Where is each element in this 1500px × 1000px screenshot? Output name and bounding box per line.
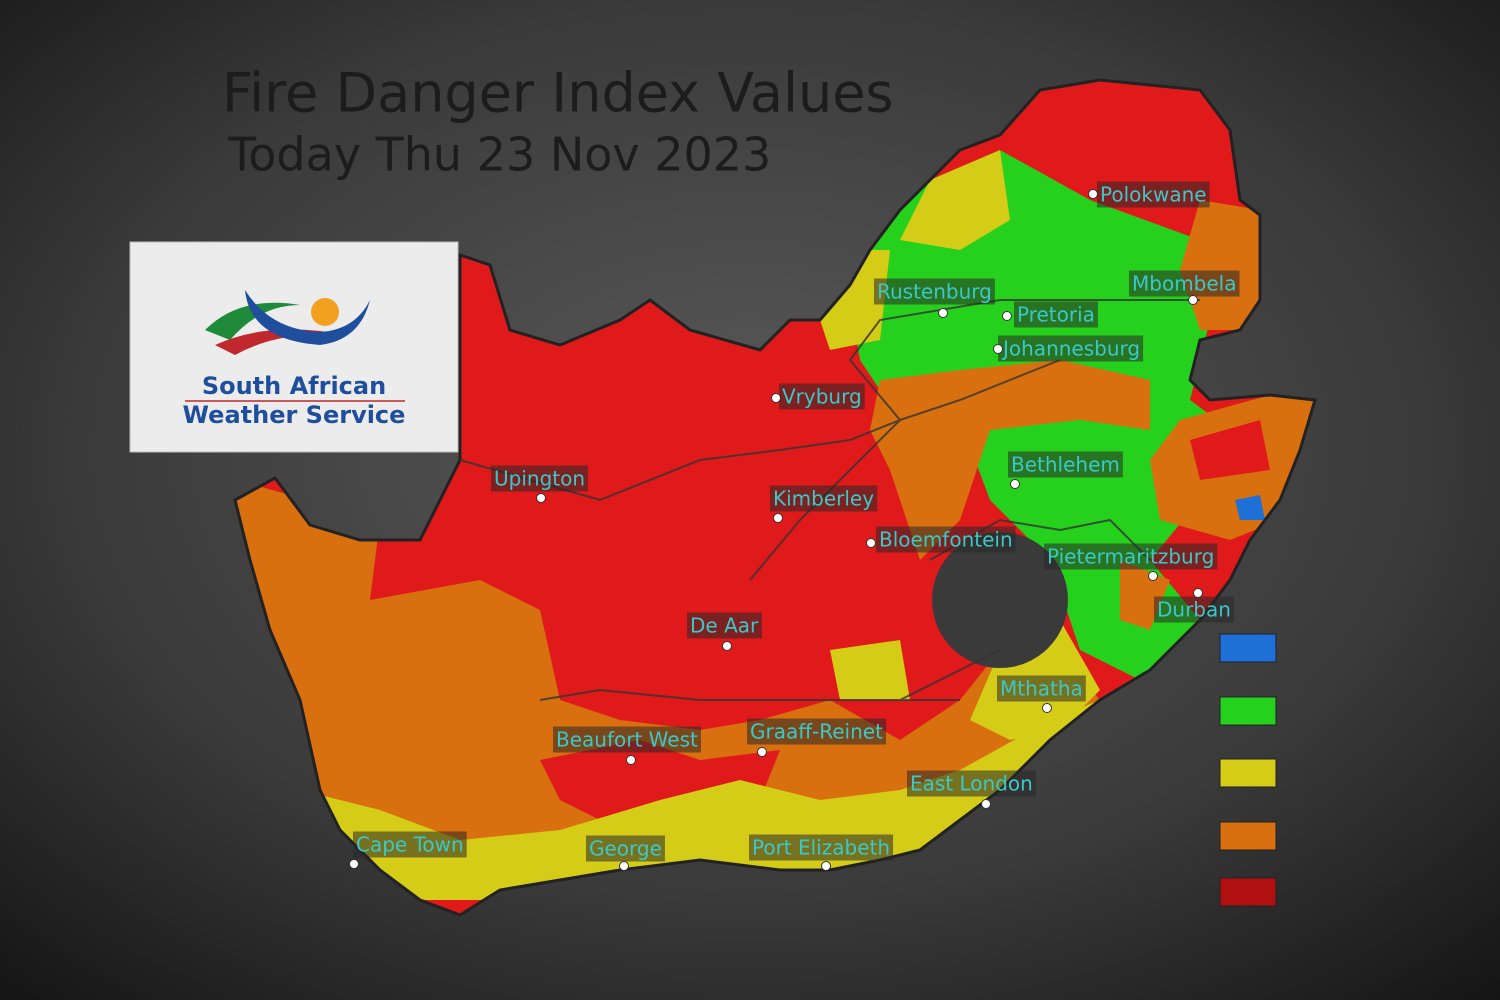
city-label-bg: [1008, 451, 1123, 478]
logo-sun: [311, 298, 339, 326]
city-dot: [771, 393, 781, 403]
logo-box: [129, 241, 459, 453]
city-dot: [938, 308, 948, 318]
city-label-bg: [553, 726, 701, 753]
legend-swatch: [1219, 758, 1277, 788]
city-dot: [993, 344, 1003, 354]
city-dot: [866, 538, 876, 548]
city-label-bg: [687, 612, 762, 639]
city-label: Port Elizabeth: [752, 836, 890, 860]
city-label-bg: [1097, 181, 1210, 208]
city-label: Bloemfontein: [879, 528, 1013, 552]
city-label: Mthatha: [1000, 677, 1083, 701]
city-label: Bethlehem: [1011, 453, 1120, 477]
city-label: Mbombela: [1132, 272, 1236, 296]
city-label: Pietermaritzburg: [1047, 545, 1214, 569]
city-dot: [722, 641, 732, 651]
city-label-bg: [1129, 270, 1240, 297]
city-label-bg: [586, 835, 665, 862]
city-dot: [1193, 588, 1203, 598]
city-dot: [1010, 479, 1020, 489]
city-dot: [1002, 311, 1012, 321]
city-dot: [981, 799, 991, 809]
city-label: East London: [910, 772, 1033, 796]
city-dot: [626, 755, 636, 765]
logo-swoosh: [215, 329, 345, 355]
city-label-bg: [1044, 543, 1218, 570]
city-label: George: [589, 837, 662, 861]
city-label-bg: [770, 485, 878, 512]
title: Fire Danger Index Values: [222, 62, 894, 125]
legend-swatch: [1219, 633, 1277, 663]
logo-swoosh: [205, 302, 300, 340]
city-dot: [1188, 295, 1198, 305]
city-label: Pretoria: [1017, 303, 1095, 327]
city-label: Kimberley: [773, 487, 874, 511]
city-label: Durban: [1157, 598, 1231, 622]
city-dot: [536, 493, 546, 503]
city-label: Graaff-Reinet: [750, 720, 883, 744]
city-dot: [757, 747, 767, 757]
legend-swatch: [1219, 821, 1277, 851]
legend-swatch: [1219, 696, 1277, 726]
city-dot: [1088, 189, 1098, 199]
city-label-bg: [874, 278, 995, 305]
city-label: Polokwane: [1100, 183, 1207, 207]
city-label-bg: [998, 335, 1144, 362]
city-label-bg: [907, 770, 1036, 797]
city-label-bg: [876, 526, 1016, 553]
city-label-bg: [1014, 301, 1098, 328]
city-label-bg: [491, 465, 589, 492]
city-label: Cape Town: [356, 833, 464, 857]
city-label-bg: [1154, 596, 1234, 623]
logo: South African Weather Service: [129, 241, 459, 453]
city-dot: [773, 513, 783, 523]
city-dot: [619, 861, 629, 871]
city-label: Upington: [494, 467, 585, 491]
city-label: Beaufort West: [556, 728, 698, 752]
logo-text: Weather Service: [183, 401, 406, 429]
city-layer: Polokwane Mbombela Rustenburg Pretoria Johan…: [349, 181, 1240, 871]
city-label-bg: [353, 831, 467, 858]
city-label-bg: [997, 675, 1086, 702]
logo-text: South African: [202, 372, 386, 400]
subtitle: Today Thu 23 Nov 2023: [227, 128, 771, 182]
city-label: Rustenburg: [877, 280, 992, 304]
city-label-bg: [779, 383, 865, 410]
city-dot: [1042, 703, 1052, 713]
city-label: De Aar: [690, 614, 759, 638]
city-label: Vryburg: [782, 385, 862, 409]
city-dot: [1148, 571, 1158, 581]
logo-swoosh: [245, 290, 370, 345]
city-label: Johannesburg: [1001, 337, 1140, 361]
city-dot: [349, 859, 359, 869]
legend-swatch: [1219, 877, 1277, 907]
city-label-bg: [747, 718, 887, 745]
city-label-bg: [749, 834, 894, 861]
legend: [1219, 633, 1277, 907]
city-dot: [821, 861, 831, 871]
